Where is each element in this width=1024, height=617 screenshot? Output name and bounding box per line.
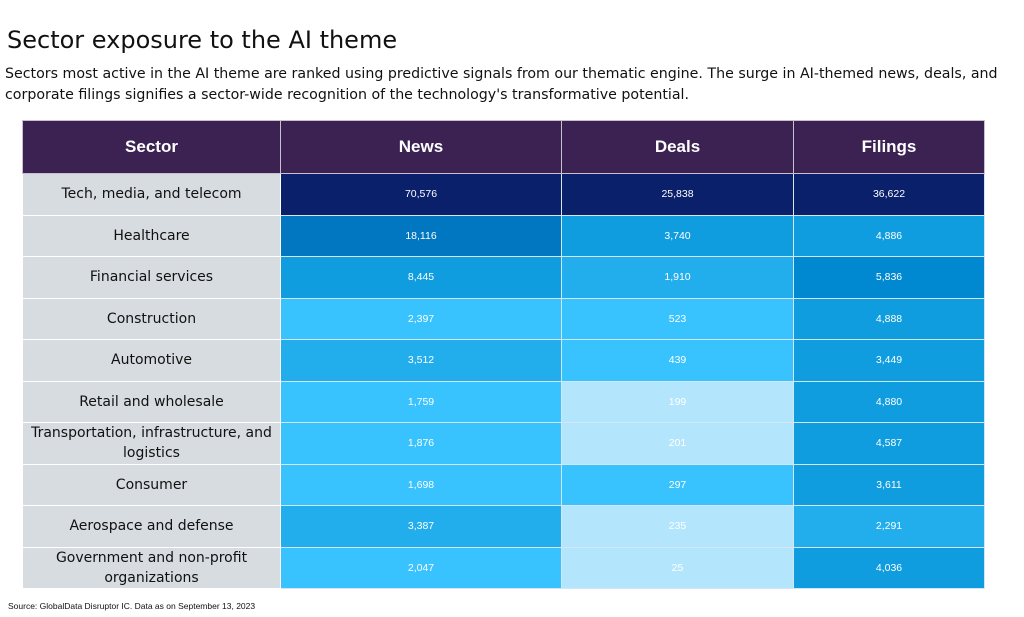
news-cell: 70,576 [280, 173, 562, 216]
table-row: Tech, media, and telecom 70,576 25,838 36,6… [22, 173, 985, 216]
sector-cell: Healthcare [22, 214, 281, 257]
sector-cell: Consumer [22, 463, 281, 506]
page-title: Sector exposure to the AI theme [7, 26, 398, 54]
news-cell: 2,397 [280, 297, 562, 340]
filings-cell: 36,622 [793, 173, 985, 216]
table-row: Transportation, infrastructure, and logi… [22, 422, 985, 465]
sector-cell: Aerospace and defense [22, 505, 281, 548]
sector-cell: Transportation, infrastructure, and logi… [22, 422, 281, 465]
sector-cell: Tech, media, and telecom [22, 173, 281, 216]
news-cell: 1,698 [280, 463, 562, 506]
filings-cell: 5,836 [793, 256, 985, 299]
deals-cell: 439 [561, 339, 794, 382]
deals-cell: 3,740 [561, 214, 794, 257]
header-news: News [280, 120, 562, 174]
sector-cell: Retail and wholesale [22, 380, 281, 423]
news-cell: 8,445 [280, 256, 562, 299]
header-deals: Deals [561, 120, 794, 174]
table-header-row: Sector News Deals Filings [22, 120, 985, 174]
header-filings: Filings [793, 120, 985, 174]
filings-cell: 3,611 [793, 463, 985, 506]
table-row: Government and non-profit organizations 2… [22, 546, 985, 589]
page-subtitle: Sectors most active in the AI theme are … [5, 66, 998, 103]
sector-exposure-table: Sector News Deals Filings Tech, media, a… [22, 120, 985, 589]
table-row: Aerospace and defense 3,387 235 2,291 [22, 505, 985, 548]
header-sector: Sector [22, 120, 281, 174]
filings-cell: 3,449 [793, 339, 985, 382]
news-cell: 3,512 [280, 339, 562, 382]
deals-cell: 199 [561, 380, 794, 423]
filings-cell: 4,888 [793, 297, 985, 340]
sector-cell: Automotive [22, 339, 281, 382]
table-row: Financial services 8,445 1,910 5,836 [22, 256, 985, 299]
deals-cell: 201 [561, 422, 794, 465]
deals-cell: 25,838 [561, 173, 794, 216]
sector-cell: Construction [22, 297, 281, 340]
filings-cell: 4,587 [793, 422, 985, 465]
table-row: Healthcare 18,116 3,740 4,886 [22, 214, 985, 257]
sector-cell: Government and non-profit organizations [22, 546, 281, 589]
filings-cell: 2,291 [793, 505, 985, 548]
table-row: Automotive 3,512 439 3,449 [22, 339, 985, 382]
source-note: Source: GlobalData Disruptor IC. Data as… [8, 601, 256, 611]
table-row: Retail and wholesale 1,759 199 4,880 [22, 380, 985, 423]
news-cell: 18,116 [280, 214, 562, 257]
filings-cell: 4,886 [793, 214, 985, 257]
deals-cell: 235 [561, 505, 794, 548]
table-row: Consumer 1,698 297 3,611 [22, 463, 985, 506]
news-cell: 1,876 [280, 422, 562, 465]
deals-cell: 1,910 [561, 256, 794, 299]
table-row: Construction 2,397 523 4,888 [22, 297, 985, 340]
news-cell: 2,047 [280, 546, 562, 589]
filings-cell: 4,036 [793, 546, 985, 589]
news-cell: 1,759 [280, 380, 562, 423]
deals-cell: 297 [561, 463, 794, 506]
filings-cell: 4,880 [793, 380, 985, 423]
sector-cell: Financial services [22, 256, 281, 299]
deals-cell: 523 [561, 297, 794, 340]
deals-cell: 25 [561, 546, 794, 589]
news-cell: 3,387 [280, 505, 562, 548]
